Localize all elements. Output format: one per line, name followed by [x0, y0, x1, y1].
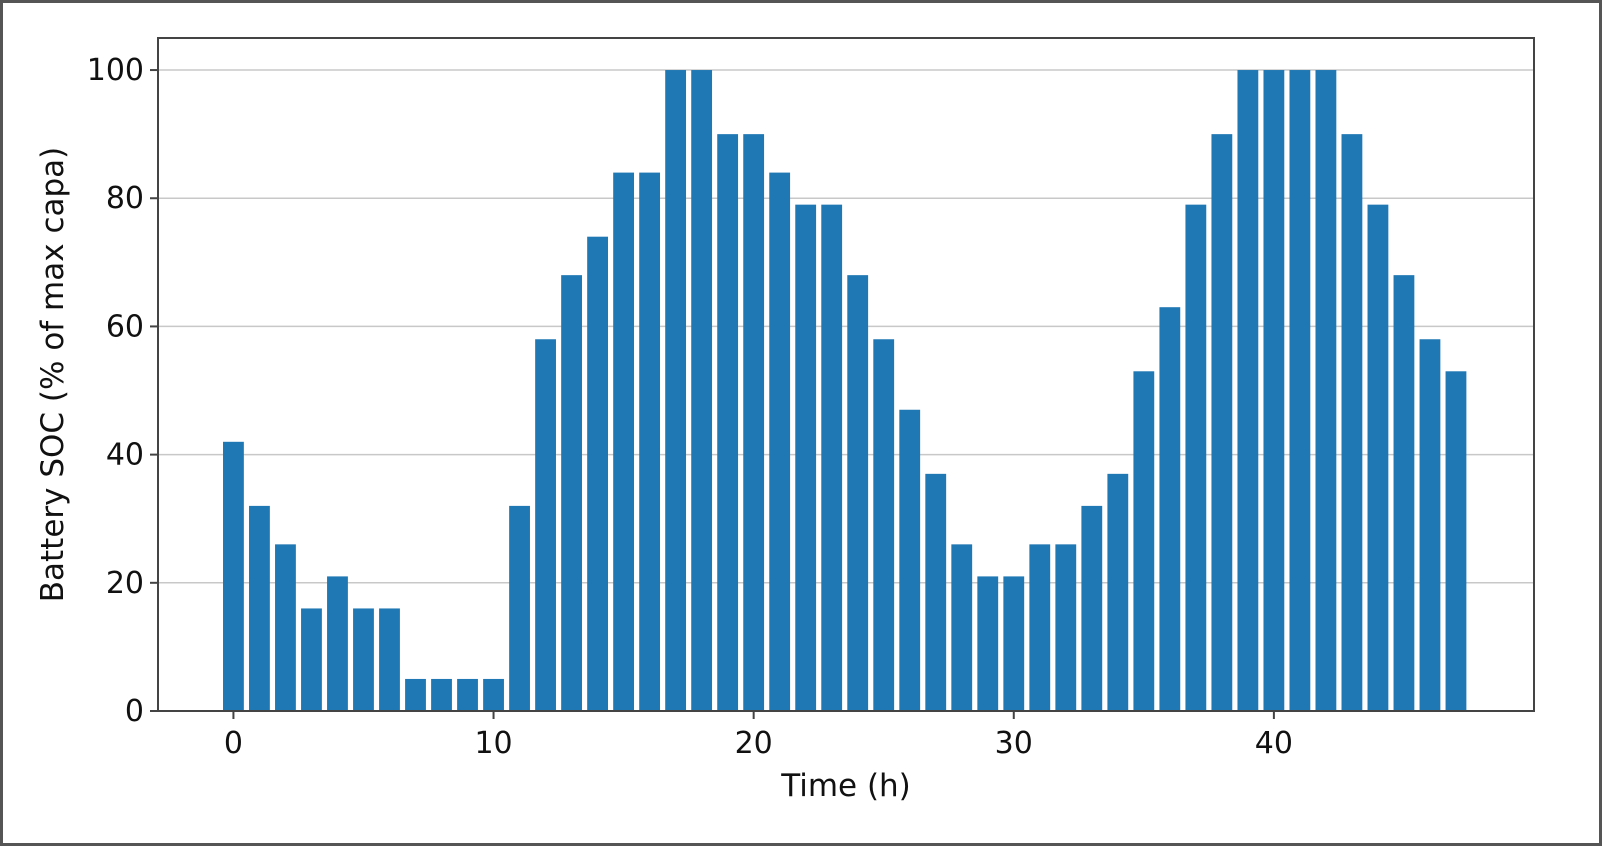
bar	[535, 339, 556, 711]
bar	[1107, 473, 1129, 711]
bar	[639, 172, 661, 712]
y-tick-label: 80	[106, 181, 144, 216]
x-tick-label: 40	[1255, 726, 1293, 761]
bar	[1393, 275, 1415, 711]
x-tick-label: 20	[735, 726, 773, 761]
bar	[1367, 204, 1389, 711]
bar	[847, 275, 869, 711]
bar	[587, 236, 608, 711]
bar	[1029, 544, 1051, 711]
bar	[509, 505, 530, 711]
axes-frame	[157, 37, 1535, 712]
bar	[1159, 307, 1181, 711]
bar	[821, 204, 843, 711]
x-tick-label: 0	[224, 726, 243, 761]
bars	[223, 70, 1467, 712]
bar	[977, 576, 999, 711]
bar	[743, 134, 765, 712]
bar	[769, 172, 791, 712]
bar	[1003, 576, 1025, 711]
bar	[1341, 134, 1363, 712]
bar	[223, 441, 244, 711]
battery-soc-bar-chart: 0 20 40 60 80 100 0 10 20 30 40 Time (h) Battery S…	[35, 37, 1535, 804]
x-tick-label: 10	[474, 726, 512, 761]
bar	[1445, 371, 1467, 711]
x-axis-label: Time (h)	[780, 768, 911, 804]
y-axis-label: Battery SOC (% of max capa)	[35, 147, 71, 603]
y-tick-label: 60	[106, 309, 144, 344]
bar	[1289, 70, 1311, 712]
y-tick-label: 100	[87, 53, 144, 88]
bar	[691, 70, 713, 712]
bar	[795, 204, 817, 711]
bar	[873, 339, 895, 711]
bar	[613, 172, 635, 712]
bar	[561, 275, 582, 711]
y-tick-label: 0	[125, 694, 144, 729]
bar	[301, 608, 322, 711]
bar	[457, 678, 478, 711]
bar	[1419, 339, 1441, 711]
y-tick-label: 20	[106, 566, 144, 601]
bar	[379, 608, 400, 711]
bar	[275, 544, 296, 711]
bar	[483, 678, 504, 711]
ticks: 0 20 40 60 80 100 0 10 20 30 40	[87, 53, 1293, 761]
bar	[665, 70, 687, 712]
bar	[1133, 371, 1155, 711]
bar	[899, 409, 921, 711]
bar	[1263, 70, 1285, 712]
bar	[1055, 544, 1077, 711]
bar	[353, 608, 374, 711]
bar	[327, 576, 348, 711]
y-tick-label: 40	[106, 438, 144, 473]
bar	[431, 678, 452, 711]
bar	[1081, 505, 1103, 711]
bar	[1315, 70, 1337, 712]
bar	[249, 505, 270, 711]
bar	[1185, 204, 1207, 711]
bar	[1237, 70, 1259, 712]
bar	[925, 473, 947, 711]
bar	[717, 134, 739, 712]
bar	[951, 544, 973, 711]
bar	[1211, 134, 1233, 712]
bar	[405, 678, 426, 711]
x-tick-label: 30	[995, 726, 1033, 761]
